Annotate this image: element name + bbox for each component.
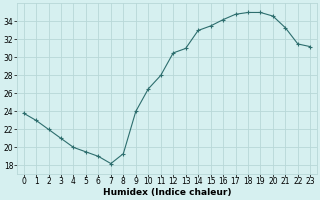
X-axis label: Humidex (Indice chaleur): Humidex (Indice chaleur) [103,188,231,197]
